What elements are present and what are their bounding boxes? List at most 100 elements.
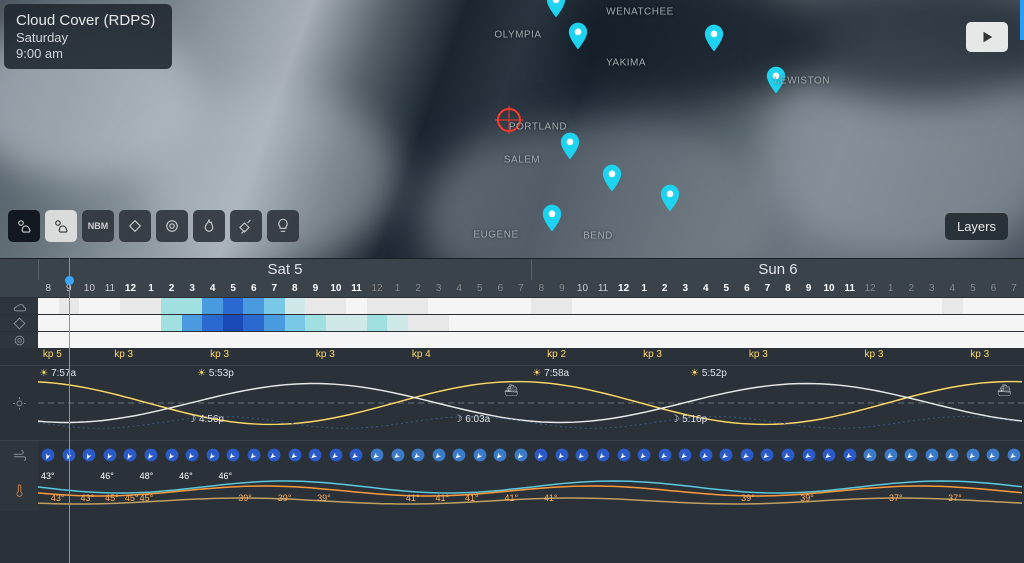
- tool-satellite[interactable]: [230, 210, 262, 242]
- heat-cell: [634, 315, 655, 331]
- hour-tick[interactable]: 4: [449, 283, 470, 294]
- hour-tick[interactable]: 2: [654, 283, 675, 294]
- tool-nbm[interactable]: NBM: [82, 210, 114, 242]
- hour-tick[interactable]: 7: [757, 283, 778, 294]
- hour-tick[interactable]: 9: [305, 283, 326, 294]
- map-pin[interactable]: [704, 24, 724, 52]
- heat-cell: [593, 332, 614, 348]
- map-pin[interactable]: [546, 0, 566, 18]
- map-pin[interactable]: [542, 204, 562, 232]
- wind-cell: [305, 447, 326, 463]
- heat-cell: [305, 315, 326, 331]
- hour-tick[interactable]: 5: [469, 283, 490, 294]
- hour-tick[interactable]: 11: [839, 283, 860, 294]
- heat-cell: [79, 298, 100, 314]
- layers-button[interactable]: Layers: [945, 213, 1008, 240]
- hour-tick[interactable]: 3: [182, 283, 203, 294]
- hour-tick[interactable]: 4: [696, 283, 717, 294]
- heat-cell: [696, 332, 717, 348]
- hour-tick[interactable]: 10: [819, 283, 840, 294]
- moon-label: 5:16p: [670, 414, 707, 425]
- map-pin[interactable]: [568, 22, 588, 50]
- hour-tick[interactable]: 1: [880, 283, 901, 294]
- hour-tick[interactable]: 3: [428, 283, 449, 294]
- map-pin[interactable]: [560, 132, 580, 160]
- hour-tick[interactable]: 12: [120, 283, 141, 294]
- hour-tick[interactable]: 8: [531, 283, 552, 294]
- heat-cell: [264, 332, 285, 348]
- heat-cell: [408, 315, 429, 331]
- hour-tick[interactable]: 10: [79, 283, 100, 294]
- map-area[interactable]: Cloud Cover (RDPS) Saturday 9:00 am Laye…: [0, 0, 1024, 258]
- day-label[interactable]: Sun 6: [531, 259, 1024, 280]
- hour-tick[interactable]: 12: [613, 283, 634, 294]
- hour-tick[interactable]: 6: [983, 283, 1004, 294]
- play-button[interactable]: [966, 22, 1008, 52]
- tool-radar[interactable]: [156, 210, 188, 242]
- tool-light-pollution[interactable]: [267, 210, 299, 242]
- heat-cell: [880, 332, 901, 348]
- hour-tick[interactable]: 2: [161, 283, 182, 294]
- hour-tick[interactable]: 5: [716, 283, 737, 294]
- tool-seeing[interactable]: [119, 210, 151, 242]
- cloud-row-2: [0, 315, 1024, 332]
- heat-cell: [490, 315, 511, 331]
- hour-tick[interactable]: 4: [202, 283, 223, 294]
- map-pin[interactable]: [602, 164, 622, 192]
- heat-cell: [223, 298, 244, 314]
- tool-cloud-local[interactable]: [8, 210, 40, 242]
- heat-cell: [346, 332, 367, 348]
- heat-cell: [428, 315, 449, 331]
- kp-label: kp 3: [865, 349, 892, 365]
- info-box: Cloud Cover (RDPS) Saturday 9:00 am: [4, 4, 172, 69]
- hour-tick[interactable]: 5: [963, 283, 984, 294]
- hour-tick[interactable]: 2: [408, 283, 429, 294]
- wind-cell: [490, 447, 511, 463]
- moon-label: 4:56p: [187, 414, 224, 425]
- hour-tick[interactable]: 3: [675, 283, 696, 294]
- hour-tick[interactable]: 9: [798, 283, 819, 294]
- hour-tick[interactable]: 4: [942, 283, 963, 294]
- day-label[interactable]: Sat 5: [38, 259, 531, 280]
- heat-cell: [922, 298, 943, 314]
- kp-label: kp 3: [316, 349, 343, 365]
- hour-tick[interactable]: 7: [511, 283, 532, 294]
- tool-fire[interactable]: [193, 210, 225, 242]
- hour-tick[interactable]: 11: [346, 283, 367, 294]
- hour-tick[interactable]: 11: [593, 283, 614, 294]
- hour-tick[interactable]: 7: [1004, 283, 1024, 294]
- hour-tick[interactable]: 9: [552, 283, 573, 294]
- hour-tick[interactable]: 5: [223, 283, 244, 294]
- hour-tick[interactable]: 1: [634, 283, 655, 294]
- wind-cell: [860, 447, 881, 463]
- heat-cell: [819, 315, 840, 331]
- hour-tick[interactable]: 6: [737, 283, 758, 294]
- playhead[interactable]: [69, 258, 70, 563]
- hour-row[interactable]: 8910111212345678910111212345678910111212…: [0, 280, 1024, 298]
- heat-cell: [716, 298, 737, 314]
- hour-tick[interactable]: 7: [264, 283, 285, 294]
- hour-tick[interactable]: 1: [387, 283, 408, 294]
- hour-tick[interactable]: 8: [38, 283, 59, 294]
- hour-tick[interactable]: 8: [778, 283, 799, 294]
- heat-cell: [860, 332, 881, 348]
- heat-cell: [819, 332, 840, 348]
- hour-tick[interactable]: 8: [285, 283, 306, 294]
- hour-tick[interactable]: 10: [326, 283, 347, 294]
- hour-tick[interactable]: 6: [243, 283, 264, 294]
- hour-tick[interactable]: 3: [922, 283, 943, 294]
- heat-cell: [346, 298, 367, 314]
- hour-tick[interactable]: 2: [901, 283, 922, 294]
- hour-tick[interactable]: 12: [860, 283, 881, 294]
- map-pin[interactable]: [660, 184, 680, 212]
- day-row: Sat 5 Sun 6: [0, 258, 1024, 280]
- hour-tick[interactable]: 6: [490, 283, 511, 294]
- hour-tick[interactable]: 10: [572, 283, 593, 294]
- hour-tick[interactable]: 12: [367, 283, 388, 294]
- wind-cell: [983, 447, 1004, 463]
- heat-cell: [572, 332, 593, 348]
- tool-cloud-global[interactable]: [45, 210, 77, 242]
- hour-tick[interactable]: 1: [141, 283, 162, 294]
- hour-tick[interactable]: 11: [100, 283, 121, 294]
- heat-cell: [38, 298, 59, 314]
